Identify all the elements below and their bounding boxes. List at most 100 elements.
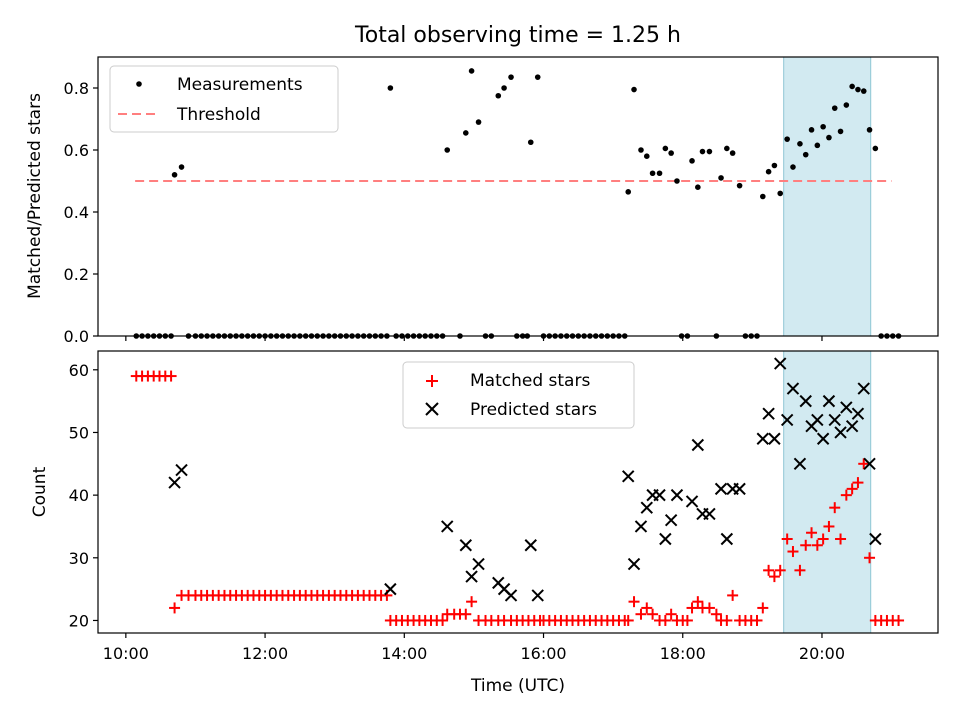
x-tick-label: 10:00	[103, 644, 149, 663]
predicted-star-point	[869, 532, 882, 546]
measurement-point	[674, 178, 680, 184]
matched-star-point	[727, 589, 739, 601]
measurement-point	[802, 151, 809, 158]
matched-star-point	[768, 571, 780, 583]
y-tick-label: 0.0	[64, 327, 89, 346]
predicted-star-point	[459, 539, 472, 552]
y-tick-label: 40	[69, 486, 89, 505]
matched-star-point	[721, 614, 733, 626]
measurement-point	[797, 141, 803, 147]
legend-label-threshold: Threshold	[176, 105, 261, 125]
bottom-legend-box	[402, 361, 635, 429]
matched-star-point	[852, 477, 864, 489]
y-tick-label: 30	[69, 549, 89, 568]
x-tick-label: 12:00	[242, 644, 288, 663]
predicted-star-point	[524, 539, 537, 552]
predicted-star-point	[653, 488, 666, 502]
measurement-point	[668, 150, 674, 156]
predicted-star-point	[828, 413, 841, 427]
matched-star-point	[635, 608, 647, 620]
measurement-point	[689, 158, 695, 164]
matched-star-point	[823, 520, 835, 532]
predicted-star-point	[627, 557, 641, 571]
y-tick-label: 0.2	[64, 265, 89, 284]
predicted-star-point	[622, 470, 635, 483]
bottom-y-ticks: 20 30 40 50 60	[69, 361, 98, 630]
measurement-point	[508, 74, 514, 80]
predicted-star-point	[659, 532, 672, 546]
legend-label-matched-stars: Matched stars	[470, 371, 590, 391]
matched-star-point	[893, 614, 905, 626]
matched-star-point	[811, 539, 823, 551]
matched-star-point	[817, 533, 829, 545]
measurement-point	[444, 147, 451, 153]
measurement-point	[171, 172, 178, 178]
measurement-point	[527, 139, 534, 146]
predicted-star-point	[441, 520, 454, 533]
matched-star-point	[846, 483, 858, 495]
measurement-point	[784, 136, 790, 142]
y-tick-label: 50	[69, 423, 89, 442]
predicted-star-point	[733, 482, 746, 496]
measurement-point	[837, 128, 844, 135]
matched-star-point	[751, 614, 763, 626]
x-tick-label: 14:00	[381, 644, 427, 663]
predicted-star-markers	[168, 357, 882, 602]
matched-star-point	[840, 489, 852, 501]
predicted-star-point	[472, 557, 485, 571]
measurement-point	[656, 170, 663, 177]
predicted-star-point	[799, 394, 812, 408]
predicted-star-point	[845, 419, 859, 433]
matched-star-point	[710, 608, 722, 620]
measurement-point	[178, 164, 185, 170]
predicted-star-point	[640, 501, 653, 514]
matched-star-markers	[130, 370, 905, 626]
predicted-star-point	[780, 413, 794, 427]
x-tick-label: 20:00	[799, 644, 845, 663]
measurement-point	[495, 92, 502, 99]
top-axes-frame	[97, 56, 939, 337]
measurement-point	[736, 182, 743, 189]
predicted-star-point	[175, 463, 188, 477]
measurement-point	[849, 83, 855, 90]
matched-star-point	[781, 533, 793, 545]
predicted-star-point	[714, 482, 728, 496]
predicted-star-point	[822, 394, 836, 408]
predicted-star-point	[664, 513, 678, 527]
bottom-axes-frame	[97, 350, 939, 634]
matched-star-point	[437, 614, 449, 626]
measurement-point	[808, 127, 815, 133]
predicted-star-point	[811, 413, 824, 427]
matched-star-point	[659, 614, 671, 626]
y-tick-label: 0.8	[64, 79, 89, 98]
top-highlight-span	[783, 56, 872, 337]
measurement-point	[699, 148, 706, 155]
legend-plus-marker	[426, 375, 438, 387]
matched-star-point	[647, 608, 659, 620]
matched-star-point	[794, 564, 806, 576]
measurement-point	[643, 153, 650, 159]
matched-star-point	[641, 602, 653, 614]
matched-star-point	[858, 458, 870, 470]
predicted-star-point	[863, 457, 876, 471]
measurement-point	[729, 150, 736, 156]
measurement-point	[649, 170, 656, 177]
matched-star-point	[829, 502, 841, 514]
measurement-point	[814, 142, 821, 149]
top-y-axis-label: Matched/Predicted stars	[25, 93, 45, 299]
matched-star-point	[622, 614, 634, 626]
measurement-point	[771, 162, 778, 169]
matched-star-point	[665, 608, 677, 620]
measurement-point	[625, 189, 632, 195]
top-panel: 0.00.20.40.60.8 Matched/Predicted stars …	[25, 56, 939, 346]
predicted-star-point	[504, 589, 518, 602]
predicted-star-point	[840, 401, 853, 414]
matched-star-point	[686, 602, 698, 614]
matched-star-point	[864, 552, 876, 564]
legend-label-measurements: Measurements	[177, 75, 303, 95]
matched-star-point	[763, 564, 775, 576]
y-tick-label: 0.4	[64, 203, 89, 222]
matched-star-point	[169, 602, 181, 614]
top-legend-box	[109, 65, 339, 133]
